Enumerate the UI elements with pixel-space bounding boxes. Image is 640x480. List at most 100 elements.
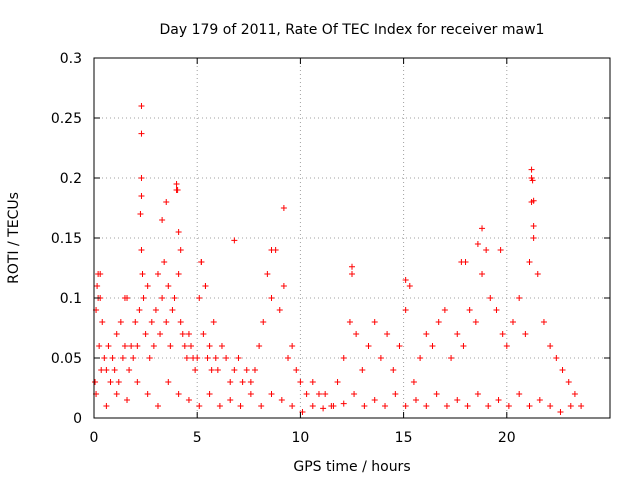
y-tick-label: 0.1 (60, 291, 82, 307)
data-point (150, 343, 157, 349)
data-point (227, 379, 234, 385)
y-tick-label: 0.25 (51, 111, 82, 127)
data-point (474, 241, 481, 247)
data-point (540, 319, 547, 325)
data-point (458, 259, 465, 265)
data-point (165, 283, 172, 289)
data-point (278, 397, 285, 403)
data-point (578, 403, 585, 409)
data-point (351, 391, 358, 397)
data-point (134, 343, 141, 349)
data-point (140, 295, 147, 301)
data-point (559, 367, 566, 373)
x-tick-label: 15 (395, 430, 413, 446)
data-point (99, 319, 106, 325)
data-point (126, 367, 133, 373)
data-point (565, 379, 572, 385)
data-point (485, 403, 492, 409)
data-point (96, 343, 103, 349)
data-point (487, 295, 494, 301)
data-point (218, 343, 225, 349)
data-point (132, 319, 139, 325)
data-point (154, 403, 161, 409)
data-point (392, 391, 399, 397)
data-point (260, 319, 267, 325)
data-point (340, 400, 347, 407)
data-point (159, 217, 166, 223)
data-point (382, 403, 389, 409)
data-point (402, 277, 409, 283)
data-point (200, 331, 207, 337)
data-point (239, 379, 246, 385)
data-point (103, 403, 110, 409)
data-point (493, 307, 500, 313)
data-point (534, 271, 541, 277)
x-axis-label: GPS time / hours (293, 459, 410, 475)
data-point (194, 355, 201, 361)
data-point (223, 355, 230, 361)
data-point (268, 295, 275, 301)
data-point (402, 403, 409, 409)
data-point (206, 391, 213, 397)
data-point (138, 130, 145, 137)
data-point (412, 397, 419, 403)
data-point (528, 199, 535, 205)
data-point (121, 295, 128, 301)
data-point (309, 379, 316, 385)
data-point (148, 319, 155, 325)
data-point (365, 343, 372, 349)
data-point (530, 223, 537, 229)
data-point (454, 397, 461, 403)
data-point (479, 225, 486, 232)
data-point (175, 391, 182, 397)
data-point (256, 343, 263, 349)
data-point (435, 319, 442, 325)
data-point (371, 319, 378, 325)
data-point (185, 331, 192, 337)
data-point (466, 307, 473, 313)
data-point (464, 403, 471, 409)
data-point (264, 271, 271, 277)
data-point (346, 319, 353, 325)
data-point (128, 343, 135, 349)
data-point (483, 247, 490, 253)
data-point (349, 263, 355, 270)
data-point (177, 319, 184, 325)
data-point (138, 103, 145, 109)
data-point (124, 397, 131, 403)
data-point (417, 355, 424, 361)
data-point (146, 355, 153, 361)
data-point (138, 247, 145, 253)
data-point (454, 331, 461, 337)
data-point (309, 403, 316, 409)
data-point (396, 343, 403, 349)
data-point (152, 307, 159, 313)
data-point (235, 355, 242, 361)
data-point (429, 343, 436, 349)
data-point (206, 343, 213, 349)
data-points (92, 103, 585, 415)
data-point (423, 403, 430, 409)
data-point (198, 259, 205, 265)
data-point (138, 175, 145, 181)
data-point (547, 343, 554, 349)
data-point (251, 367, 258, 373)
data-point (196, 403, 203, 409)
data-point (303, 391, 310, 397)
data-point (330, 403, 337, 409)
data-point (113, 331, 120, 337)
data-point (497, 247, 504, 253)
data-point (322, 391, 329, 397)
data-point (174, 187, 181, 193)
data-point (530, 235, 537, 241)
data-point (479, 271, 486, 277)
data-point (173, 181, 180, 187)
data-point (142, 331, 149, 337)
data-point (159, 295, 166, 301)
data-point (154, 271, 161, 277)
data-point (280, 205, 287, 211)
data-point (121, 343, 128, 349)
data-point (503, 343, 510, 349)
